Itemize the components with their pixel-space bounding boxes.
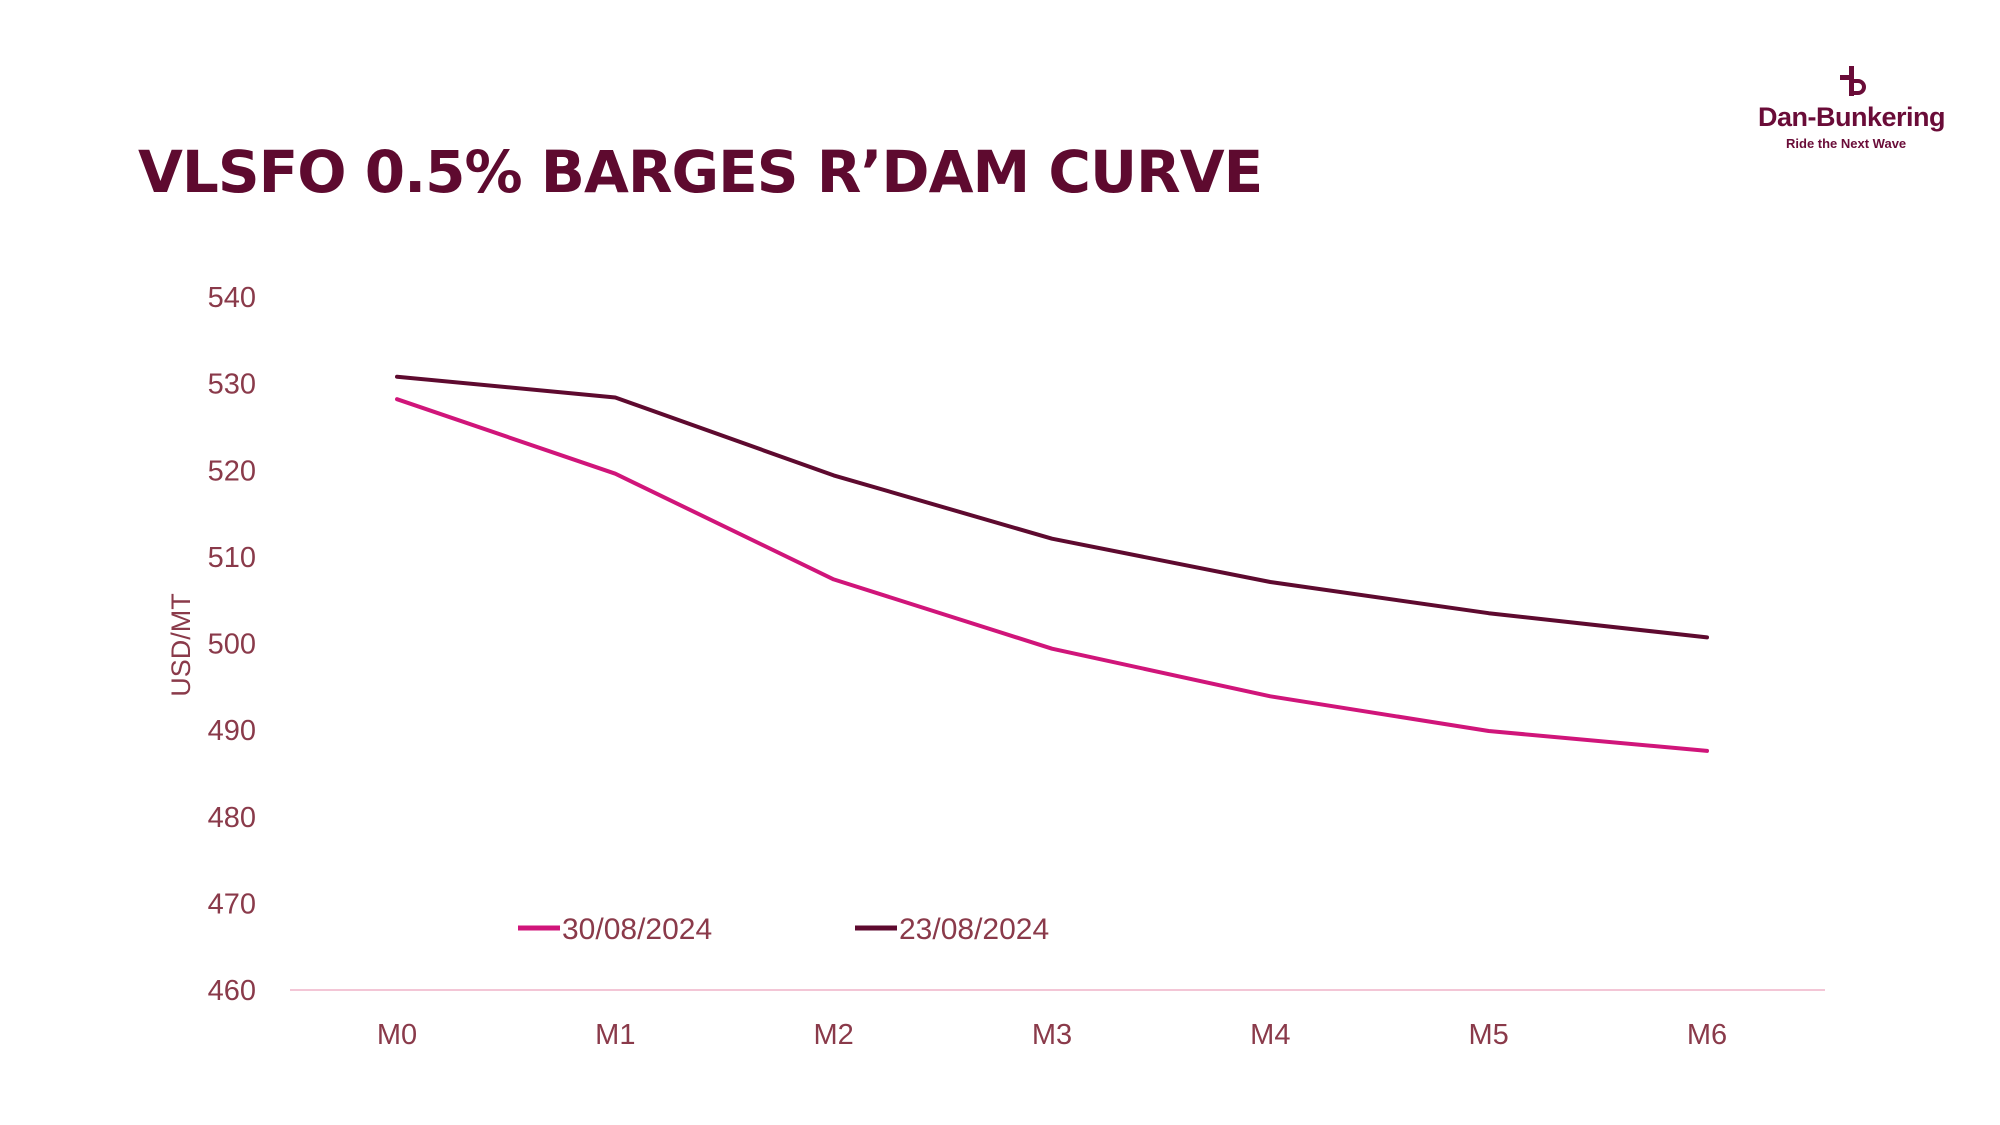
x-axis-ticks: M0 M1 M2 M3 M4 M5 M6: [377, 1019, 1727, 1051]
y-tick-label: 500: [208, 629, 256, 661]
x-tick-label: M4: [1250, 1019, 1290, 1051]
y-tick-label: 480: [208, 802, 256, 834]
legend: 30/08/2024 23/08/2024: [518, 913, 1049, 946]
anchor-d-icon: [1840, 66, 1866, 96]
y-tick-label: 470: [208, 888, 256, 920]
legend-label: 30/08/2024: [562, 913, 712, 946]
y-tick-label: 540: [208, 282, 256, 314]
y-axis-ticks: 540 530 520 510 500 490 480 470 460: [208, 282, 256, 1007]
y-tick-label: 510: [208, 542, 256, 574]
company-logo: Dan-Bunkering Ride the Next Wave: [1750, 66, 1950, 156]
x-tick-label: M1: [595, 1019, 635, 1051]
logo-tagline: Ride the Next Wave: [1786, 136, 1907, 151]
y-axis-label: USD/MT: [166, 593, 196, 697]
legend-label: 23/08/2024: [899, 913, 1049, 946]
y-tick-label: 460: [208, 975, 256, 1007]
x-tick-label: M5: [1469, 1019, 1509, 1051]
series-line-2: [395, 374, 1709, 640]
logo-brand-name: Dan-Bunkering: [1758, 102, 1946, 132]
series-line-1: [395, 397, 1709, 753]
x-tick-label: M6: [1687, 1019, 1727, 1051]
series-lines: [395, 374, 1709, 753]
x-tick-label: M0: [377, 1019, 417, 1051]
x-tick-label: M2: [814, 1019, 854, 1051]
x-tick-label: M3: [1032, 1019, 1072, 1051]
y-tick-label: 520: [208, 455, 256, 487]
page-title: VLSFO 0.5% BARGES R’DAM CURVE: [138, 138, 1263, 206]
y-tick-label: 490: [208, 715, 256, 747]
y-tick-label: 530: [208, 369, 256, 401]
